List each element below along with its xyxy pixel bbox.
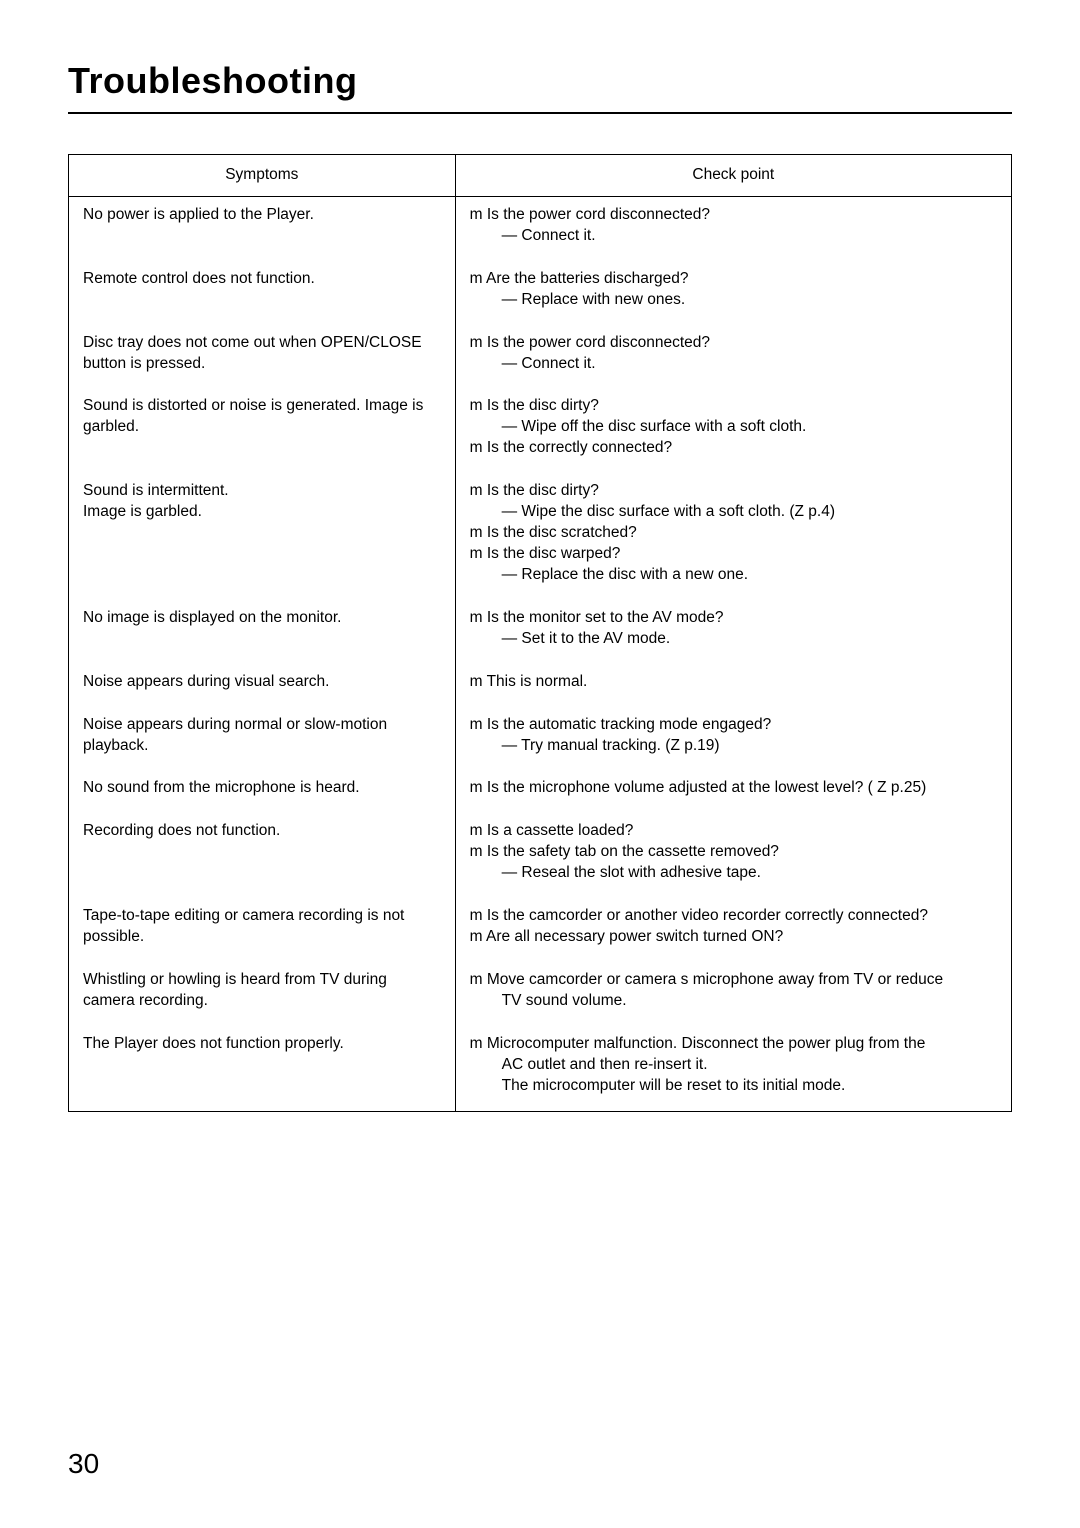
checkpoint-text: — Wipe the disc surface with a soft clot…: [470, 502, 997, 523]
checkpoint-cell: m Move camcorder or camera s microphone …: [455, 962, 1011, 1026]
checkpoint-cell: m Is a cassette loaded?m Is the safety t…: [455, 813, 1011, 898]
symptom-text: Remote control does not function.: [83, 269, 441, 290]
checkpoint-text: m Is the safety tab on the cassette remo…: [470, 842, 997, 863]
checkpoint-text: AC outlet and then re-insert it.: [470, 1055, 997, 1076]
checkpoint-cell: m Is the disc dirty?— Wipe off the disc …: [455, 388, 1011, 473]
symptom-text: No sound from the microphone is heard.: [83, 778, 441, 799]
checkpoint-text: — Replace with new ones.: [470, 290, 997, 311]
checkpoint-text: m Are all necessary power switch turned …: [470, 927, 997, 948]
checkpoint-text: m Is a cassette loaded?: [470, 821, 997, 842]
table-row: Noise appears during visual search. m Thi…: [69, 664, 1012, 707]
table-row: Disc tray does not come out when OPEN/CL…: [69, 325, 1012, 389]
checkpoint-text: m Is the disc dirty?: [470, 481, 997, 502]
table-row: No sound from the microphone is heard. m …: [69, 770, 1012, 813]
symptom-cell: Noise appears during visual search.: [69, 664, 456, 707]
checkpoint-text: m Are the batteries discharged?: [470, 269, 997, 290]
symptom-cell: The Player does not function properly.: [69, 1026, 456, 1111]
checkpoint-text: m Microcomputer malfunction. Disconnect …: [470, 1034, 997, 1055]
symptom-text: Noise appears during visual search.: [83, 672, 441, 693]
checkpoint-text: m Is the disc dirty?: [470, 396, 997, 417]
symptom-cell: No image is displayed on the monitor.: [69, 600, 456, 664]
symptom-cell: Sound is distorted or noise is generated…: [69, 388, 456, 473]
checkpoint-cell: m Are the batteries discharged?— Replace…: [455, 261, 1011, 325]
symptom-text: No image is displayed on the monitor.: [83, 608, 441, 629]
table-row: Remote control does not function. m Are t…: [69, 261, 1012, 325]
troubleshooting-table: Symptoms Check point No power is applied…: [68, 154, 1012, 1112]
checkpoint-text: — Connect it.: [470, 226, 997, 247]
symptom-cell: Whistling or howling is heard from TV du…: [69, 962, 456, 1026]
symptom-text: Image is garbled.: [83, 502, 441, 523]
checkpoint-cell: m Is the power cord disconnected?— Conne…: [455, 325, 1011, 389]
checkpoint-cell: m Is the monitor set to the AV mode?— Se…: [455, 600, 1011, 664]
table-row: The Player does not function properly. m …: [69, 1026, 1012, 1111]
symptom-text: No power is applied to the Player.: [83, 205, 441, 226]
symptom-cell: Sound is intermittent.Image is garbled.: [69, 473, 456, 600]
checkpoint-text: m Is the automatic tracking mode engaged…: [470, 715, 997, 736]
checkpoint-text: — Connect it.: [470, 354, 997, 375]
page-root: Troubleshooting Symptoms Check point No …: [0, 0, 1080, 1528]
checkpoint-text: m This is normal.: [470, 672, 997, 693]
table-row: Sound is intermittent.Image is garbled.m…: [69, 473, 1012, 600]
col-header-checkpoint: Check point: [455, 155, 1011, 197]
checkpoint-text: — Reseal the slot with adhesive tape.: [470, 863, 997, 884]
checkpoint-cell: m Microcomputer malfunction. Disconnect …: [455, 1026, 1011, 1111]
table-row: Noise appears during normal or slow-moti…: [69, 707, 1012, 771]
checkpoint-text: m Is the monitor set to the AV mode?: [470, 608, 997, 629]
symptom-cell: Noise appears during normal or slow-moti…: [69, 707, 456, 771]
checkpoint-text: — Set it to the AV mode.: [470, 629, 997, 650]
symptom-cell: No power is applied to the Player.: [69, 196, 456, 260]
symptom-cell: Remote control does not function.: [69, 261, 456, 325]
symptom-text: The Player does not function properly.: [83, 1034, 441, 1055]
checkpoint-cell: m Is the microphone volume adjusted at t…: [455, 770, 1011, 813]
page-title: Troubleshooting: [68, 60, 1012, 102]
checkpoint-text: m Is the disc scratched?: [470, 523, 997, 544]
symptom-text: Sound is intermittent.: [83, 481, 441, 502]
symptom-cell: Tape-to-tape editing or camera recording…: [69, 898, 456, 962]
checkpoint-text: m Move camcorder or camera s microphone …: [470, 970, 997, 991]
table-row: Whistling or howling is heard from TV du…: [69, 962, 1012, 1026]
checkpoint-text: m Is the camcorder or another video reco…: [470, 906, 997, 927]
checkpoint-text: — Replace the disc with a new one.: [470, 565, 997, 586]
checkpoint-text: m Is the power cord disconnected?: [470, 205, 997, 226]
checkpoint-cell: m Is the automatic tracking mode engaged…: [455, 707, 1011, 771]
checkpoint-cell: m This is normal.: [455, 664, 1011, 707]
symptom-cell: No sound from the microphone is heard.: [69, 770, 456, 813]
table-row: Tape-to-tape editing or camera recording…: [69, 898, 1012, 962]
checkpoint-text: TV sound volume.: [470, 991, 997, 1012]
symptom-text: Disc tray does not come out when OPEN/CL…: [83, 333, 441, 375]
checkpoint-text: — Try manual tracking. (Z p.19): [470, 736, 997, 757]
symptom-text: Sound is distorted or noise is generated…: [83, 396, 441, 438]
symptom-text: Whistling or howling is heard from TV du…: [83, 970, 441, 1012]
col-header-symptoms: Symptoms: [69, 155, 456, 197]
checkpoint-text: m Is the power cord disconnected?: [470, 333, 997, 354]
page-number: 30: [68, 1448, 99, 1480]
checkpoint-text: m Is the microphone volume adjusted at t…: [470, 778, 997, 799]
checkpoint-text: — Wipe off the disc surface with a soft …: [470, 417, 997, 438]
table-row: No power is applied to the Player. m Is t…: [69, 196, 1012, 260]
checkpoint-text: m Is the correctly connected?: [470, 438, 997, 459]
symptom-cell: Recording does not function.: [69, 813, 456, 898]
table-row: Sound is distorted or noise is generated…: [69, 388, 1012, 473]
checkpoint-cell: m Is the camcorder or another video reco…: [455, 898, 1011, 962]
checkpoint-text: The microcomputer will be reset to its i…: [470, 1076, 997, 1097]
symptom-cell: Disc tray does not come out when OPEN/CL…: [69, 325, 456, 389]
checkpoint-cell: m Is the power cord disconnected?— Conne…: [455, 196, 1011, 260]
checkpoint-text: m Is the disc warped?: [470, 544, 997, 565]
title-rule: [68, 112, 1012, 114]
table-row: No image is displayed on the monitor. m I…: [69, 600, 1012, 664]
checkpoint-cell: m Is the disc dirty?— Wipe the disc surf…: [455, 473, 1011, 600]
symptom-text: Tape-to-tape editing or camera recording…: [83, 906, 441, 948]
table-row: Recording does not function. m Is a casse…: [69, 813, 1012, 898]
symptom-text: Noise appears during normal or slow-moti…: [83, 715, 441, 757]
symptom-text: Recording does not function.: [83, 821, 441, 842]
